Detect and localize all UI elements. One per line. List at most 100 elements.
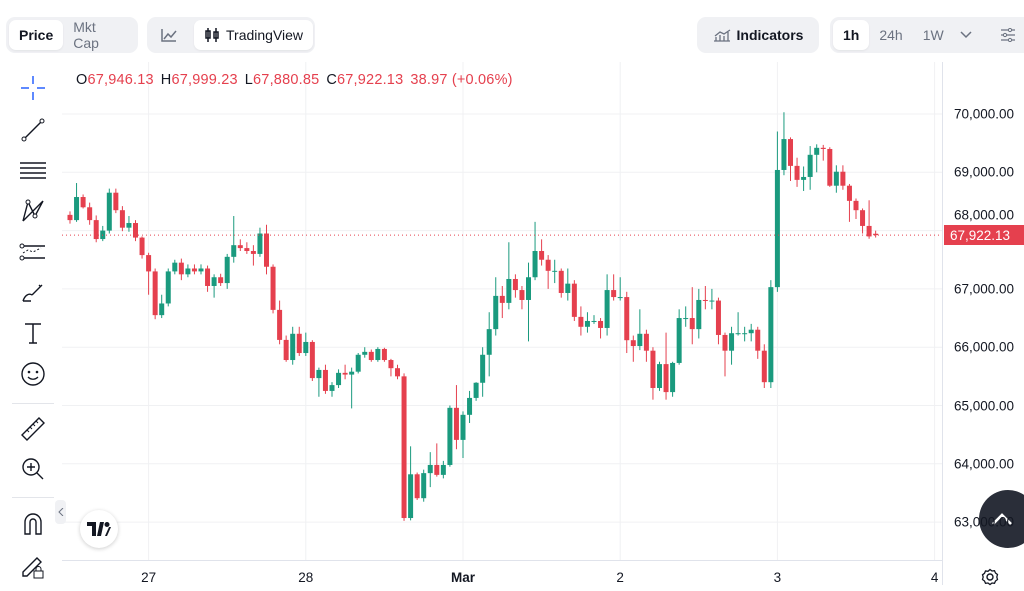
x-axis-label: 2 (616, 570, 624, 585)
candle-down (539, 251, 545, 260)
collapse-toolbar-button[interactable] (55, 500, 66, 524)
trend-line-tool[interactable] (15, 112, 51, 148)
candle-down (860, 210, 866, 226)
candle-down (381, 348, 387, 361)
candle-down (453, 407, 459, 440)
candle-up (683, 318, 689, 320)
candle-up (709, 300, 715, 302)
candle-up (427, 464, 433, 474)
candle-up (729, 333, 735, 351)
chevron-left-icon (57, 508, 63, 516)
pattern-icon (22, 199, 44, 222)
candle-up (421, 473, 427, 499)
y-axis-label: 65,000.00 (954, 398, 1015, 413)
candle-down (414, 474, 420, 499)
timeframe-1w[interactable]: 1W (922, 27, 944, 43)
ruler-icon (21, 417, 45, 441)
candle-up (670, 362, 676, 393)
indicators-button[interactable]: Indicators (697, 17, 819, 53)
candle-down (342, 372, 348, 375)
ruler-tool[interactable] (15, 411, 51, 447)
magnet-tool[interactable] (15, 506, 51, 542)
x-axis-label: 4 (930, 570, 939, 585)
forecast-icon (19, 243, 45, 261)
emoji-icon (21, 362, 45, 386)
line-chart-button[interactable] (150, 20, 194, 50)
tab-mkt-cap[interactable]: Mkt Cap (73, 19, 99, 51)
candle-down (630, 340, 636, 347)
candle-up (172, 262, 178, 272)
candle-up (355, 354, 361, 372)
candle-up (526, 277, 531, 300)
candle-down (133, 223, 138, 238)
crosshair-tool[interactable] (15, 70, 51, 106)
candle-down (499, 295, 505, 303)
candle-down (689, 318, 695, 330)
candle-up (316, 369, 322, 379)
candle-up (165, 271, 171, 304)
ohlc-legend: O67,946.13 H67,999.23 L67,880.85 C67,922.13… (76, 72, 520, 88)
candle-down (643, 333, 649, 351)
candle-down (250, 251, 256, 254)
candle-up (211, 277, 217, 286)
candle-down (93, 220, 99, 240)
close-value: 67,922.13 (337, 72, 404, 88)
chevron-up-icon (992, 513, 1012, 525)
candle-up (336, 372, 342, 386)
candle-down (139, 237, 145, 256)
timeframe-dropdown[interactable] (954, 20, 984, 50)
indicators-icon (713, 29, 730, 42)
x-axis-label: Mar (450, 570, 476, 585)
candle-up (473, 382, 479, 398)
open-key: O (76, 72, 88, 88)
horizontal-lines-icon (20, 162, 46, 179)
text-tool[interactable] (15, 315, 51, 351)
candle-up (637, 333, 643, 347)
trend-line-icon (21, 118, 45, 142)
candle-up (768, 287, 774, 383)
candle-down (702, 299, 708, 301)
candle-up (224, 256, 230, 284)
tradingview-label: TradingView (226, 27, 304, 43)
chart-settings-button[interactable] (996, 20, 1024, 50)
chart-type-toggle: TradingView (147, 17, 315, 53)
lock-drawings-tool[interactable] (15, 548, 51, 584)
candle-down (578, 316, 584, 327)
x-axis-label: 28 (298, 570, 314, 585)
timeframe-24h[interactable]: 24h (879, 27, 903, 43)
forecast-tool[interactable] (15, 234, 51, 270)
candle-down (519, 290, 525, 300)
metric-toggle: Price Mkt Cap (6, 17, 138, 53)
brush-tool[interactable] (15, 275, 51, 311)
zoom-in-tool[interactable] (15, 451, 51, 487)
scroll-to-top-button[interactable] (979, 490, 1024, 548)
candle-up (833, 171, 839, 186)
candle-down (322, 369, 328, 391)
candle-down (296, 333, 302, 354)
pattern-tool[interactable] (15, 193, 51, 229)
magnet-icon (24, 513, 42, 535)
candle-down (611, 290, 617, 298)
timeframe-1h[interactable]: 1h (833, 20, 870, 50)
candle-down (368, 351, 374, 361)
candle-down (827, 148, 833, 186)
candle-up (257, 233, 263, 254)
tradingview-button[interactable]: TradingView (194, 20, 314, 50)
candle-down (794, 165, 800, 180)
candle-down (388, 360, 394, 369)
tradingview-logo[interactable] (80, 510, 118, 548)
candle-down (873, 233, 879, 236)
chart-settings-gear[interactable] (981, 568, 999, 591)
y-axis-label: 69,000.00 (954, 164, 1015, 180)
y-axis-label: 66,000.00 (954, 339, 1015, 355)
candle-down (545, 259, 551, 271)
tab-price[interactable]: Price (9, 20, 64, 50)
candle-down (846, 185, 852, 201)
candle-up (408, 474, 414, 519)
candle-down (434, 464, 440, 475)
emoji-tool[interactable] (15, 356, 51, 392)
horizontal-lines-tool[interactable] (15, 152, 51, 188)
candle-up (781, 139, 787, 170)
candle-up (807, 154, 813, 177)
